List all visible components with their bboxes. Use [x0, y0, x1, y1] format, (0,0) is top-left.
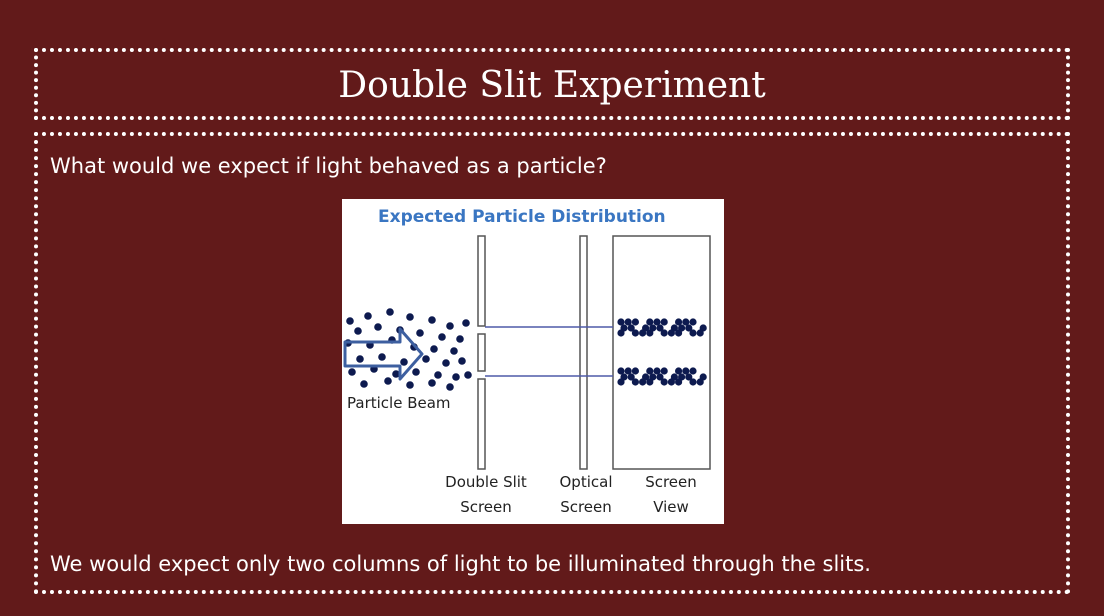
diagram-heading: Expected Particle Distribution	[378, 207, 666, 227]
diagram-svg: Expected Particle Distribution Particle …	[343, 207, 711, 516]
screen-dot	[685, 373, 693, 381]
screen-dot	[624, 318, 632, 326]
screen-dot	[617, 378, 625, 386]
screen-dot	[653, 367, 661, 375]
particle-dot	[384, 377, 392, 385]
particle-distribution-diagram: Expected Particle Distribution Particle …	[342, 199, 724, 524]
double-slit-bar-top	[477, 235, 486, 327]
particle-dot	[348, 368, 356, 376]
screen-dot	[631, 318, 639, 326]
particle-dot	[364, 312, 372, 320]
screen-dot	[627, 373, 635, 381]
screen-view-dots	[617, 318, 707, 386]
screen-dot	[675, 378, 683, 386]
screen-dot	[617, 329, 625, 337]
screen-dot	[667, 329, 675, 337]
particle-dot	[354, 327, 362, 335]
screen-dot	[685, 324, 693, 332]
slide-title: Double Slit Experiment	[338, 65, 766, 106]
particle-dot	[442, 359, 450, 367]
screen-dot	[660, 329, 668, 337]
particle-dot	[452, 373, 460, 381]
screen-dot	[631, 329, 639, 337]
particle-dot	[406, 381, 414, 389]
screen-dot	[689, 329, 697, 337]
particle-dot	[400, 358, 408, 366]
screen-dot	[689, 367, 697, 375]
screen-dot	[617, 367, 625, 375]
screen-dot	[639, 329, 647, 337]
double-slit-label-line2: Screen	[460, 498, 512, 516]
double-slit-bar-middle	[477, 333, 486, 372]
screen-dot	[660, 367, 668, 375]
screen-dot	[631, 378, 639, 386]
screen-view-label-line2: View	[653, 498, 689, 516]
screen-dot	[660, 318, 668, 326]
screen-dot	[682, 318, 690, 326]
screen-view-label-line1: Screen	[645, 473, 697, 491]
screen-dot	[631, 367, 639, 375]
particle-dot	[456, 335, 464, 343]
question-text: What would we expect if light behaved as…	[50, 154, 607, 178]
screen-dot	[675, 367, 683, 375]
screen-dot	[667, 378, 675, 386]
screen-dot	[627, 324, 635, 332]
particle-dot	[434, 371, 442, 379]
optical-screen-label-line1: Optical	[560, 473, 613, 491]
screen-dot	[696, 378, 704, 386]
particle-dot	[428, 316, 436, 324]
title-box: Double Slit Experiment	[34, 48, 1070, 120]
particle-dot	[374, 323, 382, 331]
screen-dot	[696, 329, 704, 337]
particle-dot	[458, 357, 466, 365]
screen-dot	[646, 367, 654, 375]
screen-dot	[675, 329, 683, 337]
particle-dot	[360, 380, 368, 388]
screen-dot	[689, 318, 697, 326]
particle-dot	[430, 345, 438, 353]
particle-dot	[356, 355, 364, 363]
answer-text: We would expect only two columns of ligh…	[50, 552, 871, 576]
content-box: What would we expect if light behaved as…	[34, 132, 1070, 594]
particle-dot	[464, 371, 472, 379]
screen-view-box	[612, 235, 711, 470]
particle-dot	[378, 353, 386, 361]
particle-dot	[446, 383, 454, 391]
screen-dot	[653, 318, 661, 326]
screen-dot	[646, 318, 654, 326]
particle-dot	[446, 322, 454, 330]
particle-beam-dots	[344, 308, 472, 391]
particle-dot	[416, 329, 424, 337]
double-slit-bar-bottom	[477, 378, 486, 470]
screen-dot	[656, 373, 664, 381]
particle-dot	[438, 333, 446, 341]
particle-beam-label: Particle Beam	[347, 394, 451, 412]
beam-arrow-icon	[343, 327, 424, 381]
double-slit-label-line1: Double Slit	[445, 473, 527, 491]
screen-dot	[689, 378, 697, 386]
optical-screen-label-line2: Screen	[560, 498, 612, 516]
screen-dot	[617, 318, 625, 326]
particle-dot	[386, 308, 394, 316]
optical-screen-bar	[579, 235, 588, 470]
particle-dot	[462, 319, 470, 327]
screen-dot	[624, 367, 632, 375]
screen-dot	[639, 378, 647, 386]
screen-dot	[646, 329, 654, 337]
particle-dot	[428, 379, 436, 387]
screen-dot	[675, 318, 683, 326]
particle-dot	[392, 370, 400, 378]
screen-dot	[682, 367, 690, 375]
particle-dot	[450, 347, 458, 355]
screen-dot	[660, 378, 668, 386]
particle-dot	[346, 317, 354, 325]
particle-dot	[422, 355, 430, 363]
screen-dot	[646, 378, 654, 386]
particle-dot	[406, 313, 414, 321]
screen-dot	[656, 324, 664, 332]
particle-dot	[412, 368, 420, 376]
